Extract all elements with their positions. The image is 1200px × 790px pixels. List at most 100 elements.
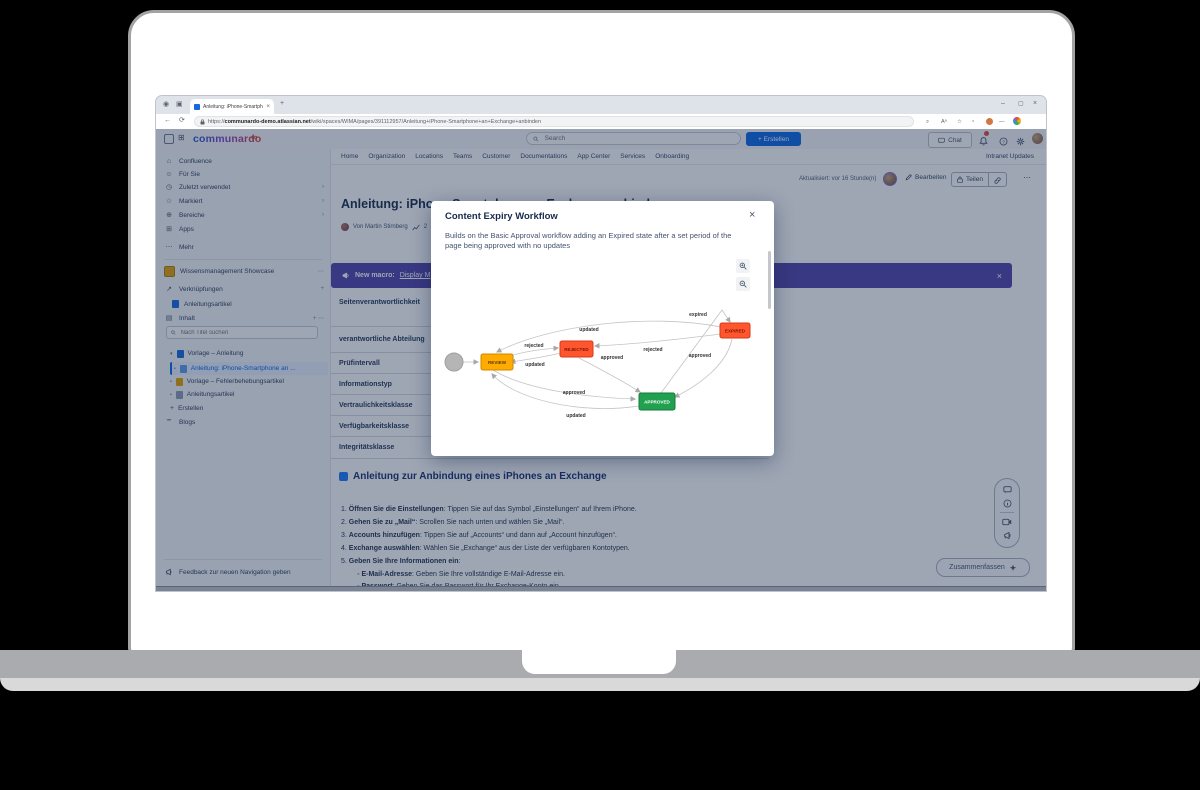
blogs-quote-icon: ””: [166, 418, 172, 426]
list-subitem: ◦ E-Mail-Adresse: Geben Sie Ihre vollstä…: [357, 571, 565, 578]
tab-app-center[interactable]: App Center: [577, 153, 611, 160]
tree-item-fehlerbehebung[interactable]: • Vorlage – Fehlerbehebungsartikel: [170, 377, 284, 386]
search-input[interactable]: [542, 134, 734, 143]
browser-tab-search-icon[interactable]: ▣: [176, 101, 183, 108]
sidebar-item-markiert[interactable]: ☆ Markiert ›: [165, 197, 324, 206]
favorite-star-icon[interactable]: ☆: [957, 119, 962, 125]
lock-icon: [200, 118, 205, 124]
tab-services[interactable]: Services: [620, 153, 646, 160]
zoom-out-button[interactable]: [736, 277, 750, 291]
browser-menu-icon[interactable]: —: [999, 119, 1005, 125]
chevron-down-icon[interactable]: ▾: [170, 350, 173, 357]
tree-item-vorlage-anleitung[interactable]: ▾ Vorlage – Anleitung: [170, 349, 244, 358]
summarize-button[interactable]: Zusammenfassen: [936, 558, 1030, 577]
user-avatar[interactable]: [1032, 133, 1043, 144]
sidebar-item-zuletzt-verwendet[interactable]: ◷ Zuletzt verwendet ›: [165, 183, 324, 192]
page-more-icon[interactable]: ⋯: [1023, 173, 1031, 182]
global-search[interactable]: [526, 132, 741, 145]
sidebar-space-wissensmanagement[interactable]: Wissensmanagement Showcase ⋯: [164, 265, 324, 277]
app-switcher-icon[interactable]: ⊞: [178, 133, 185, 142]
sidebar-item-mehr[interactable]: ⋯ Mehr: [165, 243, 194, 252]
window-close-icon[interactable]: ×: [1033, 100, 1038, 107]
feedback-link[interactable]: Feedback zur neuen Navigation geben: [164, 566, 324, 578]
author-avatar[interactable]: [341, 223, 349, 231]
banner-close-icon[interactable]: ×: [996, 270, 1002, 281]
laptop-notch: [522, 650, 676, 674]
sidebar-item-blogs[interactable]: ”” Blogs: [164, 416, 324, 428]
table-row: Integritätsklasse: [331, 437, 769, 459]
contributor-avatar[interactable]: [883, 172, 897, 186]
workflow-node-rejected[interactable]: REJECTED: [559, 340, 594, 358]
confluence-favicon-icon: [194, 103, 200, 110]
ellipsis-icon: ⋯: [165, 244, 173, 251]
back-icon[interactable]: ←: [164, 117, 171, 124]
search-icon: [533, 136, 539, 142]
settings-gear-icon[interactable]: [1016, 133, 1025, 151]
tab-intranet-updates[interactable]: Intranet Updates: [985, 153, 1034, 160]
sidebar-toggle-icon[interactable]: [164, 134, 174, 144]
tab-home[interactable]: Home: [341, 153, 359, 160]
workflow-node-approved[interactable]: APPROVED: [638, 392, 676, 411]
tab-customer[interactable]: Customer: [482, 153, 511, 160]
tab-onboarding[interactable]: Onboarding: [655, 153, 690, 160]
share-button[interactable]: Teilen: [952, 176, 988, 183]
new-tab-icon[interactable]: +: [280, 100, 285, 107]
list-item: 3. Accounts hinzufügen: Tippen Sie auf „…: [341, 532, 617, 539]
plus-icon[interactable]: +: [320, 286, 324, 292]
extensions-icon[interactable]: ◔: [971, 119, 975, 125]
plus-icon[interactable]: + ⋯: [312, 315, 324, 322]
browser-tab[interactable]: Anleitung: iPhone-Smartphone ... ×: [190, 99, 274, 114]
title-search[interactable]: [166, 326, 318, 339]
page-tools-rail: [994, 478, 1020, 548]
tab-locations[interactable]: Locations: [415, 153, 444, 160]
tab-teams[interactable]: Teams: [453, 153, 473, 160]
window-minimize-icon[interactable]: –: [1001, 100, 1005, 107]
notifications-bell-icon[interactable]: [979, 131, 989, 151]
tree-item-erstellen[interactable]: + Erstellen: [170, 405, 204, 412]
sidebar-item-apps[interactable]: ⊞ Apps: [164, 223, 324, 235]
window-maximize-icon[interactable]: ▢: [1018, 101, 1024, 107]
info-icon[interactable]: [1003, 499, 1012, 508]
chat-button[interactable]: Chat: [928, 132, 972, 148]
create-button[interactable]: + Erstellen: [746, 132, 801, 146]
video-icon[interactable]: [1002, 518, 1012, 526]
sidebar-item-inhalt[interactable]: ▤ Inhalt + ⋯: [165, 314, 324, 323]
zoom-in-button[interactable]: [736, 259, 750, 273]
sidebar-item-fuer-sie[interactable]: ☺ Für Sie: [165, 170, 200, 178]
svg-text:?: ?: [1002, 139, 1005, 145]
sidebar-item-confluence[interactable]: ⌂ Confluence: [164, 155, 324, 167]
browser-window: ◉ ▣ Anleitung: iPhone-Smartphone ... × +…: [155, 95, 1047, 592]
tab-organization[interactable]: Organization: [368, 153, 406, 160]
browser-profile-avatar[interactable]: [986, 118, 993, 125]
comments-icon[interactable]: [1002, 486, 1012, 494]
edge-rejected-approved: [578, 357, 641, 393]
section-heading: Anleitung zur Anbindung eines iPhones an…: [339, 471, 607, 482]
list-subitem: ◦ Passwort: Geben Sie das Passwort für I…: [357, 583, 1017, 586]
tab-close-icon[interactable]: ×: [266, 103, 270, 110]
communardo-logo[interactable]: communardo: [193, 133, 262, 145]
address-bar[interactable]: https://communardo-demo.atlassian.net/wi…: [194, 116, 914, 127]
sidebar-item-anleitungsartikel[interactable]: Anleitungsartikel: [172, 298, 332, 310]
tree-item-anleitungsartikel[interactable]: • Anleitungsartikel: [170, 390, 235, 399]
reload-icon[interactable]: ⟳: [179, 117, 185, 124]
title-search-input[interactable]: [178, 328, 313, 337]
tab-documentations[interactable]: Documentations: [520, 153, 568, 160]
search-icon[interactable]: ⌕: [926, 119, 930, 125]
workflow-node-review[interactable]: REVIEW: [480, 353, 514, 371]
megaphone-icon[interactable]: [1003, 531, 1012, 540]
copy-link-icon[interactable]: [989, 171, 1006, 189]
sidebar-item-bereiche[interactable]: ⊕ Bereiche ›: [164, 209, 324, 221]
edit-button[interactable]: Bearbeiten: [905, 174, 946, 181]
banner-link[interactable]: Display M: [399, 272, 431, 279]
help-icon[interactable]: ?: [999, 133, 1008, 151]
modal-close-icon[interactable]: ×: [749, 209, 756, 221]
browser-workspace-icon[interactable]: ◉: [163, 101, 170, 108]
sidebar-item-verknuepfungen[interactable]: ↗ Verknüpfungen +: [164, 283, 324, 295]
font-size-icon[interactable]: Aᵃ: [941, 119, 947, 125]
modal-scrollbar[interactable]: [768, 251, 771, 309]
updated-label: Aktualisiert: vor 16 Stunde(n): [799, 176, 877, 182]
workflow-node-expired[interactable]: EXPIRED: [719, 322, 751, 339]
browser-logo-icon[interactable]: [1013, 117, 1021, 125]
list-item: 2. Gehen Sie zu „Mail“: Scrollen Sie nac…: [341, 519, 565, 526]
tree-item-current-page[interactable]: • Anleitung: iPhone-Smartphone an ...: [170, 362, 328, 375]
